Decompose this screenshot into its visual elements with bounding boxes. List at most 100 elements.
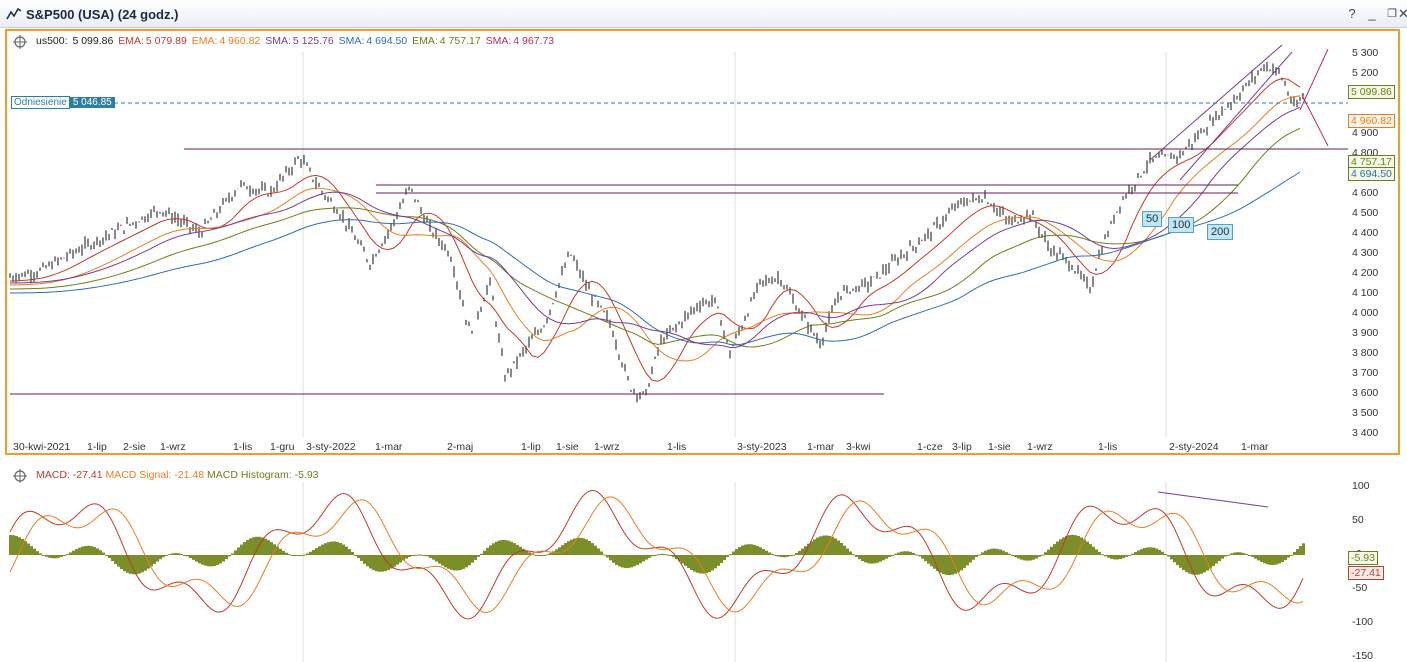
macd-histogram-bar [495,541,498,555]
macd-histogram-bar [459,555,462,571]
macd-histogram-bar [39,553,42,555]
macd-histogram-bar [1191,555,1194,575]
macd-histogram-bar [690,555,693,570]
macd-histogram-bar [378,555,381,572]
macd-histogram-bar [138,555,141,574]
macd-histogram-bar [354,554,357,556]
macd-histogram-bar [1296,548,1299,555]
macd-histogram-bar [594,545,597,555]
macd-histogram-bar [849,551,852,555]
macd-histogram-bar [906,551,909,555]
date-tick: 1-cze [917,441,943,453]
macd-histogram-bar [855,555,858,557]
sma-200-line [9,171,1301,346]
macd-histogram-bar [411,555,414,556]
macd-histogram-bar [909,551,912,555]
macd-hist-label: MACD Histogram: [207,469,292,481]
macd-histogram-bar [318,546,321,555]
macd-histogram-bar [846,548,849,555]
macd-histogram-bar [663,553,666,555]
macd-histogram-bar [738,547,741,555]
date-tick: 2-sie [123,441,146,453]
macd-settings-icon[interactable] [13,469,27,483]
macd-histogram-bar [498,540,501,555]
ema-long-line [9,127,1301,348]
macd-histogram-bar [726,555,729,558]
macd-histogram-bar [360,555,363,561]
macd-histogram-bar [939,555,942,573]
macd-histogram-bar [579,537,582,555]
date-tick: 1-sie [556,441,579,453]
macd-signal-line [9,496,1304,613]
macd-histogram-bar [123,555,126,572]
price-tick: 3 400 [1352,427,1379,439]
macd-histogram-bar [828,535,831,555]
channel-line [1179,51,1293,181]
crosshair-settings-icon[interactable] [13,35,27,49]
macd-histogram-bar [960,555,963,571]
macd-histogram-bar [1161,551,1164,555]
macd-histogram-bar [1053,544,1056,555]
macd-histogram-bar [1011,555,1014,556]
trend-line [1299,48,1329,111]
macd-histogram-bar [630,555,633,568]
macd-value: -27.41 [72,469,103,481]
macd-histogram-bar [1212,555,1215,567]
macd-chart[interactable] [8,462,1348,662]
macd-histogram-bar [639,555,642,564]
macd-histogram-bar [759,547,762,555]
macd-histogram-bar [861,555,864,562]
macd-histogram-bar [402,555,405,561]
macd-histogram-bar [1032,555,1035,560]
macd-histogram-bar [144,555,147,571]
macd-histogram-bar [453,555,456,571]
main-chart-frame[interactable] [5,29,1400,455]
macd-histogram-bar [612,555,615,563]
ema-1-label: EMA: [118,35,144,47]
minimize-icon[interactable]: _ [1368,6,1376,21]
macd-histogram-bar [327,542,330,555]
macd-histogram-bar [942,555,945,575]
help-icon[interactable]: ? [1348,6,1356,21]
macd-histogram-bar [129,555,132,574]
macd-histogram-bar [165,555,168,556]
macd-histogram-bar [426,555,429,557]
macd-histogram-bar [1248,555,1251,556]
macd-histogram-bar [63,555,66,556]
macd-histogram-bar [531,553,534,555]
macd-histogram-bar [279,548,282,555]
restore-icon[interactable]: ❐ [1387,8,1397,20]
macd-histogram-bar [1131,553,1134,555]
macd-histogram-bar [1281,555,1284,562]
macd-histogram-bar [963,555,966,568]
macd-tick: -150 [1352,650,1374,662]
macd-histogram-bar [303,554,306,556]
macd-histogram-bar [309,551,312,555]
macd-histogram-bar [294,555,297,556]
price-tick: 4 100 [1352,287,1379,299]
macd-histogram-bar [231,553,234,555]
macd-histogram-bar [813,539,816,555]
date-tick: 1-gru [270,441,295,453]
macd-histogram-bar [741,545,744,555]
macd-histogram-bar [438,555,441,564]
macd-histogram-bar [84,545,87,555]
ema-short-line [9,77,1301,382]
macd-histogram-bar [1278,555,1281,564]
macd-histogram-bar [363,555,366,564]
macd-histogram-bar [1095,549,1098,555]
close-icon[interactable]: ✕ [1398,6,1407,21]
macd-histogram-bar [1029,555,1032,561]
macd-histogram-bar [990,548,993,555]
macd-histogram-bar [774,555,777,556]
macd-histogram-bar [456,555,459,571]
sma-mid-line [9,106,1301,349]
macd-histogram-bar [810,541,813,555]
macd-histogram-bar [1275,555,1278,565]
macd-histogram-bar [615,555,618,565]
price-tick: 3 900 [1352,327,1379,339]
macd-histogram-bar [564,543,567,555]
price-chart[interactable] [8,32,1348,452]
macd-histogram-bar [1101,554,1104,556]
ema-mid-line [9,95,1301,362]
